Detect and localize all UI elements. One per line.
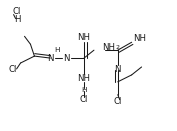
Text: NH: NH [102,43,115,52]
Text: H: H [81,87,87,93]
Text: Cl: Cl [114,97,122,106]
Text: N: N [47,54,54,63]
Text: N: N [115,66,121,74]
Text: H: H [55,47,60,53]
Text: Cl: Cl [13,7,21,16]
Text: NH: NH [133,34,146,43]
Text: H: H [15,15,21,24]
Text: NH: NH [78,74,90,83]
Text: N: N [63,54,69,63]
Text: NH: NH [78,33,90,42]
Text: Cl: Cl [80,95,88,104]
Text: Cl: Cl [9,66,17,74]
Text: 2: 2 [116,45,120,50]
